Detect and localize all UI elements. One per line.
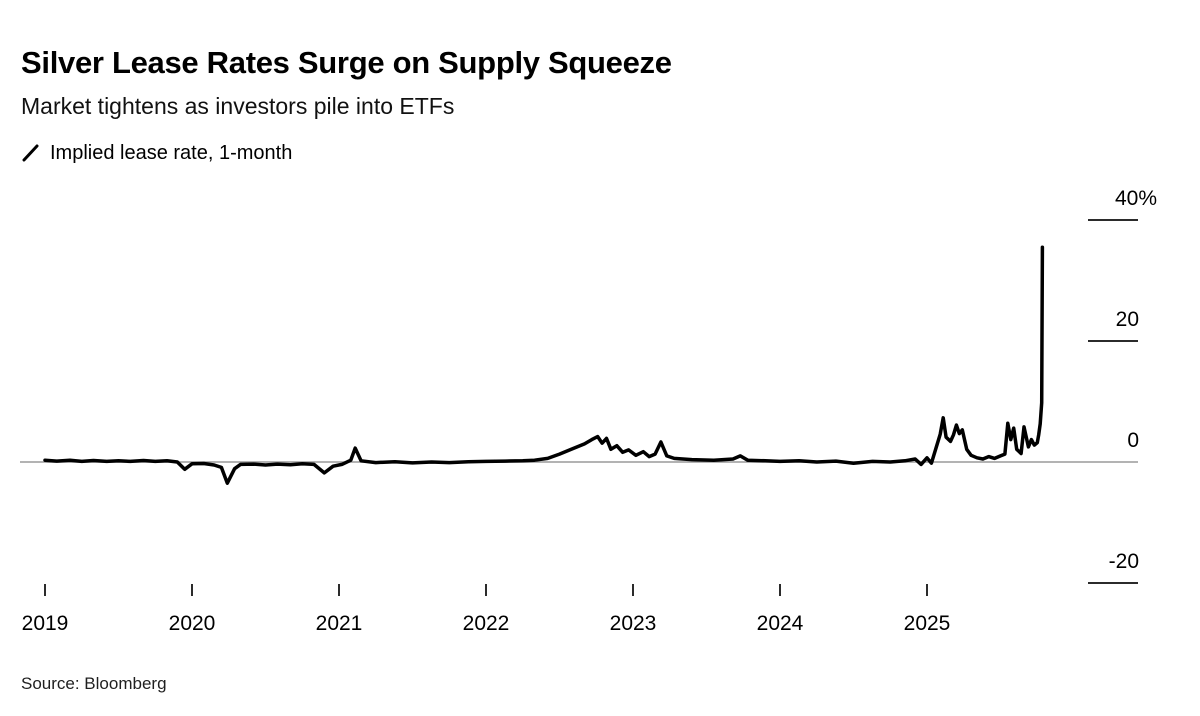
legend: Implied lease rate, 1-month xyxy=(22,141,292,165)
legend-label: Implied lease rate, 1-month xyxy=(50,141,293,164)
page-title: Silver Lease Rates Surge on Supply Squee… xyxy=(21,45,672,80)
y-axis-label: 40% xyxy=(1115,187,1157,210)
x-axis-label: 2022 xyxy=(463,612,510,635)
line-series-slash-icon xyxy=(22,144,39,162)
lease-rate-line xyxy=(43,245,1045,485)
x-axis-label: 2021 xyxy=(316,612,363,635)
x-axis-label: 2024 xyxy=(757,612,804,635)
x-axis-label: 2020 xyxy=(169,612,216,635)
y-axis-label: -20 xyxy=(1109,550,1139,573)
chart-subtitle: Market tightens as investors pile into E… xyxy=(21,93,455,119)
source-note: Source: Bloomberg xyxy=(21,674,167,693)
y-axis-label: 0 xyxy=(1127,429,1139,452)
x-axis-label: 2025 xyxy=(904,612,951,635)
x-axis-label: 2019 xyxy=(22,612,69,635)
x-axis-label: 2023 xyxy=(610,612,657,635)
y-axis-label: 20 xyxy=(1116,308,1139,331)
